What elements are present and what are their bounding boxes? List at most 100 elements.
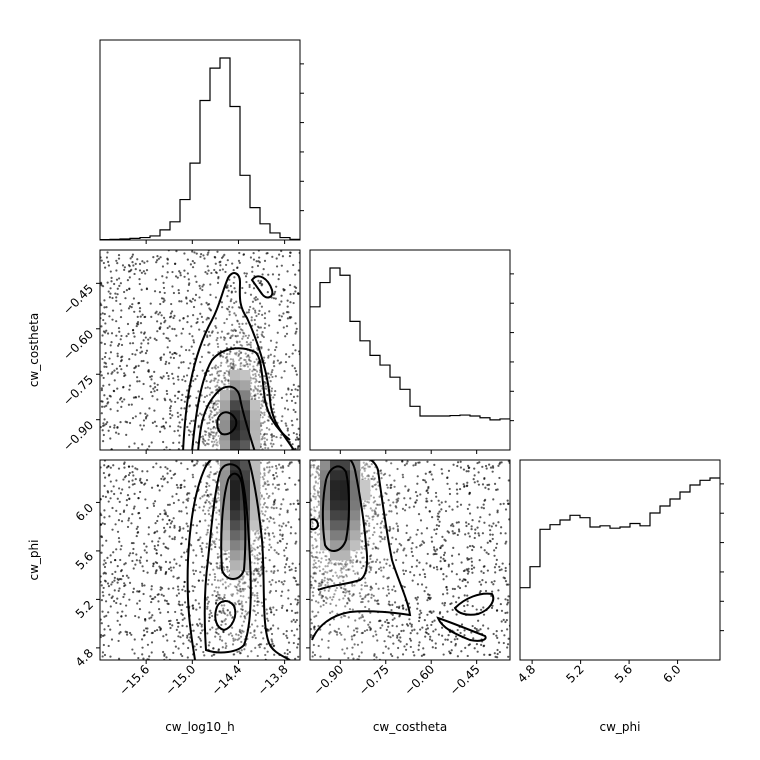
scatter-point xyxy=(286,557,289,560)
scatter-point xyxy=(203,494,206,497)
scatter-point xyxy=(155,424,158,428)
scatter-point xyxy=(216,579,220,582)
scatter-point xyxy=(142,657,145,660)
scatter-point xyxy=(216,613,219,616)
scatter-point xyxy=(142,569,145,573)
scatter-point xyxy=(294,542,297,545)
scatter-point xyxy=(255,455,257,457)
scatter-point xyxy=(215,463,217,465)
scatter-point xyxy=(184,395,188,398)
scatter-point xyxy=(268,534,271,537)
scatter-point xyxy=(274,589,278,593)
density-cell xyxy=(230,440,241,450)
scatter-point xyxy=(280,594,283,597)
scatter-point xyxy=(216,556,219,559)
scatter-point xyxy=(286,305,289,308)
scatter-point xyxy=(216,384,219,387)
scatter-point xyxy=(294,369,298,373)
scatter-point xyxy=(108,515,111,518)
scatter-point xyxy=(223,604,226,607)
scatter-point xyxy=(106,556,109,560)
scatter-point xyxy=(154,531,157,534)
scatter-point xyxy=(141,653,144,656)
scatter-point xyxy=(208,307,211,310)
scatter-point xyxy=(207,269,210,272)
scatter-point xyxy=(282,289,285,292)
scatter-point xyxy=(211,540,214,543)
scatter-point xyxy=(130,522,133,525)
scatter-point xyxy=(234,329,237,332)
scatter-point xyxy=(258,390,261,393)
scatter-point xyxy=(225,644,228,648)
scatter-point xyxy=(210,271,213,275)
density-cell xyxy=(240,430,251,441)
scatter-point xyxy=(145,349,149,352)
scatter-point xyxy=(208,454,210,456)
scatter-point xyxy=(131,479,134,482)
scatter-point xyxy=(159,588,162,591)
scatter-point xyxy=(237,455,239,457)
scatter-point xyxy=(132,541,135,545)
scatter-point xyxy=(217,632,220,636)
scatter-point xyxy=(185,512,189,515)
scatter-point xyxy=(226,353,229,356)
scatter-point xyxy=(241,456,243,458)
scatter-point xyxy=(204,501,207,504)
scatter-point xyxy=(169,312,173,315)
scatter-point xyxy=(252,572,255,575)
scatter-point xyxy=(254,646,257,650)
scatter-point xyxy=(263,259,267,262)
scatter-point xyxy=(215,443,218,446)
scatter-point xyxy=(199,622,202,625)
scatter-point xyxy=(142,359,145,363)
scatter-point xyxy=(224,612,227,615)
scatter-point xyxy=(116,293,119,296)
scatter-point xyxy=(205,485,208,488)
scatter-point xyxy=(104,322,107,325)
scatter-point xyxy=(239,357,242,360)
scatter-point xyxy=(199,645,202,649)
scatter-point xyxy=(138,282,141,286)
scatter-point xyxy=(259,406,263,410)
scatter-point xyxy=(153,390,156,393)
scatter-point xyxy=(232,268,235,272)
scatter-point xyxy=(227,450,229,452)
scatter-point xyxy=(266,198,268,200)
scatter-point xyxy=(253,610,256,613)
scatter-point xyxy=(170,569,173,572)
scatter-point xyxy=(177,378,180,381)
scatter-point xyxy=(237,259,241,262)
scatter-point xyxy=(290,399,294,402)
scatter-point xyxy=(263,514,266,517)
scatter-point xyxy=(159,302,162,306)
scatter-point xyxy=(216,381,219,384)
scatter-point xyxy=(216,331,219,334)
scatter-point xyxy=(108,383,111,386)
scatter-point xyxy=(206,253,209,256)
scatter-point xyxy=(241,337,244,340)
scatter-point xyxy=(218,597,221,601)
scatter-point xyxy=(150,600,153,604)
scatter-point xyxy=(192,419,195,422)
scatter-point xyxy=(217,493,220,496)
scatter-point xyxy=(286,652,289,656)
scatter-point xyxy=(253,555,256,558)
scatter-point xyxy=(199,287,202,290)
scatter-point xyxy=(284,571,287,574)
scatter-point xyxy=(138,479,142,482)
scatter-point xyxy=(192,569,195,572)
scatter-point xyxy=(238,585,241,588)
scatter-point xyxy=(245,613,248,616)
scatter-point xyxy=(211,445,214,448)
scatter-point xyxy=(218,489,221,492)
scatter-point xyxy=(152,387,155,390)
scatter-point xyxy=(255,314,258,318)
scatter-point xyxy=(169,409,172,412)
scatter-point xyxy=(177,647,180,650)
scatter-point xyxy=(256,569,259,572)
scatter-point xyxy=(110,638,114,641)
scatter-point xyxy=(231,365,234,368)
scatter-point xyxy=(170,302,173,306)
scatter-point xyxy=(225,565,229,569)
